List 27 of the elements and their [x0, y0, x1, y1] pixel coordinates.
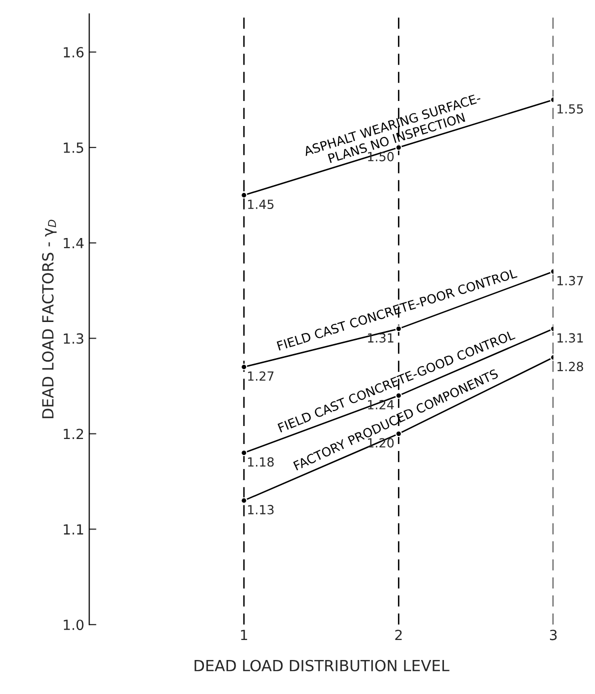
point	[240, 450, 248, 456]
y-axis-title: DEAD LOAD FACTORS - γ$_{D}$	[42, 220, 57, 418]
y-tick-label: 1.0	[64, 620, 84, 630]
y-tick-label: 1.6	[64, 47, 84, 58]
data-label: 1.55	[558, 104, 583, 114]
x-tick-label: 1	[241, 630, 248, 640]
point	[240, 364, 248, 370]
y-tick-label: 1.5	[64, 142, 84, 153]
point	[395, 144, 402, 151]
data-label: 1.27	[248, 371, 274, 381]
data-label: 1.45	[248, 200, 274, 210]
data-label: 1.31	[368, 333, 394, 343]
x-tick-label: 3	[550, 630, 557, 640]
data-label: 1.18	[248, 457, 274, 467]
x-axis-title: DEAD LOAD DISTRIBUTION LEVEL	[194, 660, 450, 672]
data-label: 1.28	[558, 362, 584, 372]
y-tick-label: 1.3	[64, 333, 84, 344]
point	[240, 497, 248, 504]
data-label: 1.13	[248, 504, 274, 514]
point	[240, 192, 248, 198]
data-label: 1.37	[558, 276, 583, 286]
y-tick-label: 1.1	[64, 524, 84, 534]
x-tick-label: 2	[395, 630, 402, 640]
y-tick-label: 1.2	[64, 428, 83, 440]
data-label: 1.50	[368, 152, 394, 162]
data-label: 1.31	[558, 333, 583, 343]
y-tick-label: 1.4	[64, 238, 84, 248]
